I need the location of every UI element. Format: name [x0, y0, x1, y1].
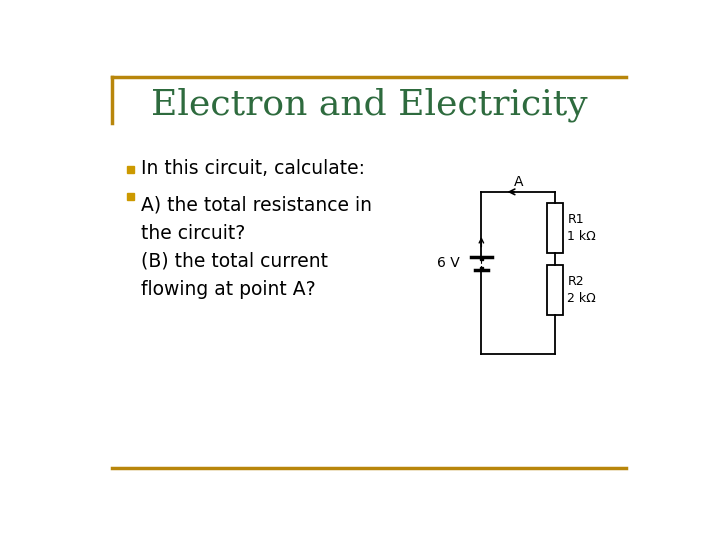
Text: Electron and Electricity: Electron and Electricity	[150, 87, 588, 122]
Bar	[480, 267, 483, 269]
Text: A) the total resistance in
the circuit?
(B) the total current
flowing at point A: A) the total resistance in the circuit? …	[141, 195, 372, 299]
Text: R1
1 kΩ: R1 1 kΩ	[567, 213, 596, 244]
Bar	[127, 166, 134, 173]
Text: In this circuit, calculate:: In this circuit, calculate:	[141, 159, 365, 178]
Bar	[480, 257, 483, 260]
Bar	[547, 204, 563, 253]
Text: R2
2 kΩ: R2 2 kΩ	[567, 275, 596, 305]
Text: 6 V: 6 V	[437, 256, 459, 271]
Bar	[127, 193, 134, 200]
Bar	[547, 265, 563, 315]
Text: A: A	[514, 175, 523, 189]
